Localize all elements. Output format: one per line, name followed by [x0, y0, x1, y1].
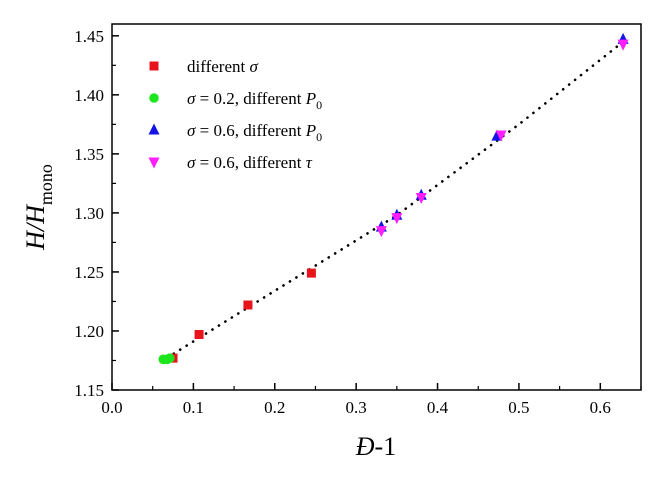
legend-marker-2	[149, 93, 159, 103]
data-point-series-2	[164, 353, 175, 363]
x-ticks: 0.0 0.1 0.2 0.3 0.4 0.5 0.6	[101, 383, 642, 417]
data-point-series-4	[617, 39, 629, 51]
x-tick-label: 0.2	[264, 398, 285, 417]
data-point-series-4	[375, 226, 387, 238]
data-point-series-1	[243, 300, 253, 310]
y-tick-label: 1.20	[74, 322, 104, 341]
y-tick-label: 1.25	[74, 263, 104, 282]
legend-label-4: σ = 0.6, different τ	[187, 153, 313, 172]
data-points	[158, 32, 629, 365]
x-tick-label: 0.5	[508, 398, 529, 417]
y-tick-label: 1.15	[74, 381, 104, 400]
plot-frame	[111, 23, 642, 391]
legend-marker-3	[148, 123, 160, 135]
y-tick-label: 1.35	[74, 145, 104, 164]
legend-label-1: different σ	[187, 57, 258, 76]
x-tick-label: 0.4	[427, 398, 449, 417]
y-tick-label: 1.30	[74, 204, 104, 223]
x-axis-title: Đ-1	[355, 432, 396, 461]
y-axis-title: H/Hmono	[21, 164, 56, 251]
x-tick-label: 0.6	[590, 398, 611, 417]
legend-label-2: σ = 0.2, different P0	[187, 89, 322, 112]
x-tick-label: 0.1	[183, 398, 204, 417]
data-point-series-4	[495, 130, 507, 142]
legend-marker-1	[149, 61, 159, 71]
data-point-series-1	[194, 330, 204, 340]
legend: different σ σ = 0.2, different P0 σ = 0.6,…	[148, 57, 322, 172]
x-tick-label: 0.0	[101, 398, 122, 417]
y-ticks: 1.15 1.20 1.25 1.30 1.35 1.40 1.45	[74, 27, 119, 400]
y-tick-label: 1.45	[74, 27, 104, 46]
x-tick-label: 0.3	[346, 398, 367, 417]
legend-marker-4	[148, 157, 160, 169]
data-point-series-1	[306, 268, 316, 278]
legend-label-3: σ = 0.6, different P0	[187, 121, 322, 144]
data-point-series-4	[391, 213, 403, 225]
y-tick-label: 1.40	[74, 86, 104, 105]
data-point-series-4	[415, 193, 427, 205]
